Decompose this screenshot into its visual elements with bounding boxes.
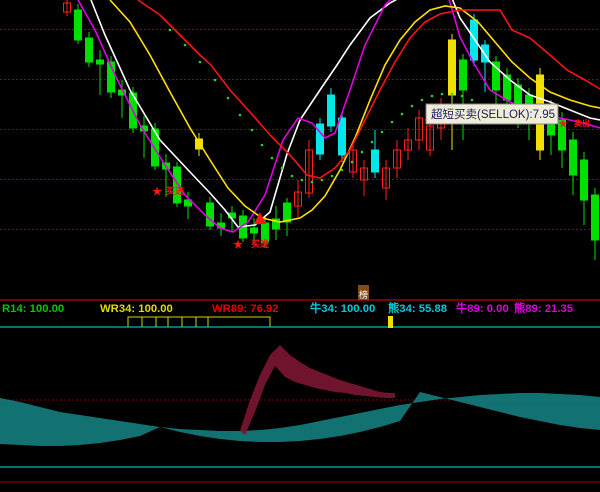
svg-text:牛34: 100.00: 牛34: 100.00 — [310, 301, 375, 315]
svg-text:熊89: 21.35: 熊89: 21.35 — [514, 301, 573, 315]
svg-text:买进: 买进 — [166, 185, 184, 196]
svg-text:牛89: 0.00: 牛89: 0.00 — [456, 301, 509, 315]
svg-text:WR89: 76.92: WR89: 76.92 — [212, 303, 279, 315]
svg-text:超短买卖(SELLOK):7.95: 超短买卖(SELLOK):7.95 — [431, 107, 555, 121]
svg-text:★: ★ — [559, 119, 568, 130]
svg-text:WR34: 100.00: WR34: 100.00 — [100, 303, 173, 315]
svg-text:卖出: 卖出 — [574, 118, 590, 128]
svg-text:熊34: 55.88: 熊34: 55.88 — [388, 301, 447, 315]
svg-text:★: ★ — [152, 186, 162, 198]
svg-text:买进: 买进 — [251, 238, 269, 249]
svg-text:R14: 100.00: R14: 100.00 — [2, 303, 64, 315]
svg-text:榜: 榜 — [359, 289, 368, 300]
svg-text:★: ★ — [233, 239, 243, 251]
